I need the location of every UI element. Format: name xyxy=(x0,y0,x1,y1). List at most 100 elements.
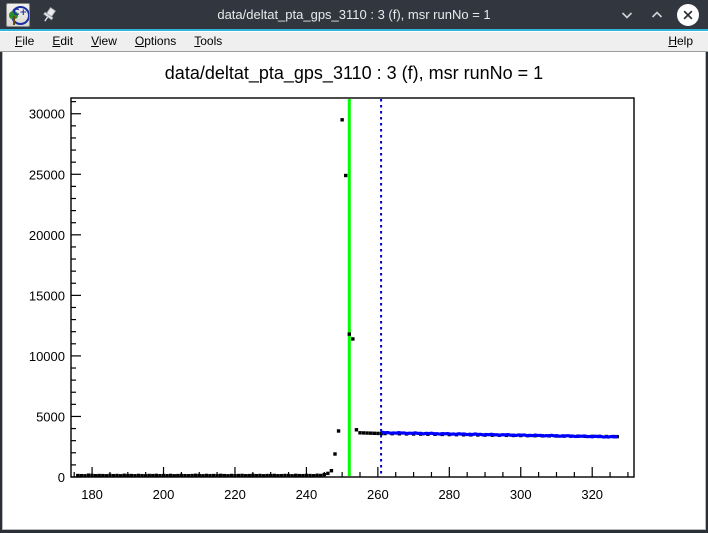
y-axis-tick-label: 30000 xyxy=(29,107,65,122)
data-point xyxy=(208,473,212,478)
data-point xyxy=(186,474,191,478)
data-point xyxy=(308,473,312,478)
data-point xyxy=(240,473,244,478)
minimize-button[interactable] xyxy=(617,5,637,25)
y-axis-tick-label: 5000 xyxy=(36,409,65,424)
data-point xyxy=(97,473,101,478)
data-point xyxy=(179,473,184,478)
data-point xyxy=(90,473,94,478)
menu-item-help-label: elp xyxy=(676,34,693,48)
data-point xyxy=(101,473,105,478)
data-point xyxy=(376,431,380,436)
root-canvas[interactable]: data/deltat_pta_gps_3110 : 3 (f), msr ru… xyxy=(2,52,706,530)
plot-title: data/deltat_pta_gps_3110 : 3 (f), msr ru… xyxy=(164,63,544,83)
data-point xyxy=(79,473,84,478)
data-point xyxy=(147,473,151,478)
data-point xyxy=(222,473,226,478)
data-point xyxy=(243,474,248,478)
data-point xyxy=(247,473,251,478)
data-point xyxy=(115,473,119,478)
data-point xyxy=(190,473,194,478)
data-point xyxy=(293,473,298,478)
data-point xyxy=(297,473,301,478)
close-button[interactable] xyxy=(677,3,699,26)
menu-item-options-label: ptions xyxy=(144,34,177,48)
pin-icon[interactable] xyxy=(40,6,58,24)
x-axis-tick-label: 260 xyxy=(367,487,389,502)
data-point xyxy=(258,473,262,478)
menu-item-view-mnemonic: V xyxy=(91,34,99,48)
menu-item-file-label: ile xyxy=(22,34,35,48)
menu-item-file-mnemonic: F xyxy=(15,34,23,48)
plot-svg[interactable]: 0 5000 10000 15000 20000 25000 30000 180 200 220 2… xyxy=(3,52,706,530)
data-point xyxy=(136,473,141,478)
data-point xyxy=(279,473,284,478)
plot-frame xyxy=(70,97,635,478)
data-point xyxy=(211,473,216,478)
menu-item-help[interactable]: Help xyxy=(659,32,702,51)
data-point xyxy=(276,474,280,478)
x-axis-tick-label: 280 xyxy=(438,487,460,502)
data-point xyxy=(268,473,273,478)
data-point xyxy=(204,473,209,478)
data-point xyxy=(226,474,230,478)
data-point xyxy=(154,473,159,478)
chevron-up-icon xyxy=(651,10,663,18)
maximize-button[interactable] xyxy=(647,5,667,25)
title-bar[interactable]: C+ data/deltat_pta_gps_3110 : 3 (f), msr… xyxy=(0,0,708,31)
data-point xyxy=(369,431,373,435)
data-point xyxy=(111,473,116,478)
data-point xyxy=(215,474,219,478)
menu-item-view[interactable]: View xyxy=(82,32,126,51)
data-point xyxy=(358,431,362,435)
data-point xyxy=(233,473,237,478)
data-point xyxy=(133,474,137,478)
data-point xyxy=(197,473,201,478)
window-title: data/deltat_pta_gps_3110 : 3 (f), msr ru… xyxy=(217,7,491,22)
data-point xyxy=(329,469,334,473)
data-point xyxy=(283,473,287,478)
data-point xyxy=(158,474,162,478)
y-axis-tick-label: 15000 xyxy=(29,288,65,303)
data-point xyxy=(86,473,91,477)
data-point xyxy=(183,473,187,478)
menu-bar: File Edit View Options Tools Help xyxy=(0,31,708,52)
fit-curve xyxy=(380,430,618,439)
data-point xyxy=(104,474,109,478)
menu-item-file[interactable]: File xyxy=(6,32,43,51)
data-point xyxy=(76,473,80,478)
x-axis-tick-label: 180 xyxy=(81,487,103,502)
data-point xyxy=(176,473,180,478)
menu-item-edit[interactable]: Edit xyxy=(43,32,82,51)
data-point xyxy=(333,452,337,456)
y-axis-tick-label: 25000 xyxy=(29,167,65,182)
x-axis-tick-label: 200 xyxy=(153,487,175,502)
data-point xyxy=(126,473,130,478)
data-point xyxy=(218,473,223,478)
data-point xyxy=(140,473,144,478)
data-point xyxy=(143,474,148,478)
data-point xyxy=(265,473,269,478)
data-point xyxy=(336,429,341,433)
data-point xyxy=(286,473,291,478)
window-controls xyxy=(617,3,708,26)
root-cpp-icon: C+ xyxy=(6,2,30,27)
menu-item-tools[interactable]: Tools xyxy=(185,32,231,51)
data-point xyxy=(365,431,369,435)
y-axis-tick-label: 0 xyxy=(58,470,65,485)
menu-item-options[interactable]: Options xyxy=(126,32,185,51)
data-point xyxy=(261,474,266,478)
menu-item-help-mnemonic: H xyxy=(668,34,677,48)
menu-item-tools-label: ools xyxy=(200,34,223,48)
data-point xyxy=(301,473,305,478)
data-point xyxy=(326,471,330,476)
data-point xyxy=(172,474,176,478)
data-point xyxy=(347,332,351,336)
data-point xyxy=(108,473,112,478)
data-point xyxy=(340,118,344,122)
menu-item-tools-mnemonic: T xyxy=(194,34,201,48)
menu-item-view-label: iew xyxy=(98,34,117,48)
data-point xyxy=(290,474,294,478)
data-point xyxy=(165,473,169,478)
